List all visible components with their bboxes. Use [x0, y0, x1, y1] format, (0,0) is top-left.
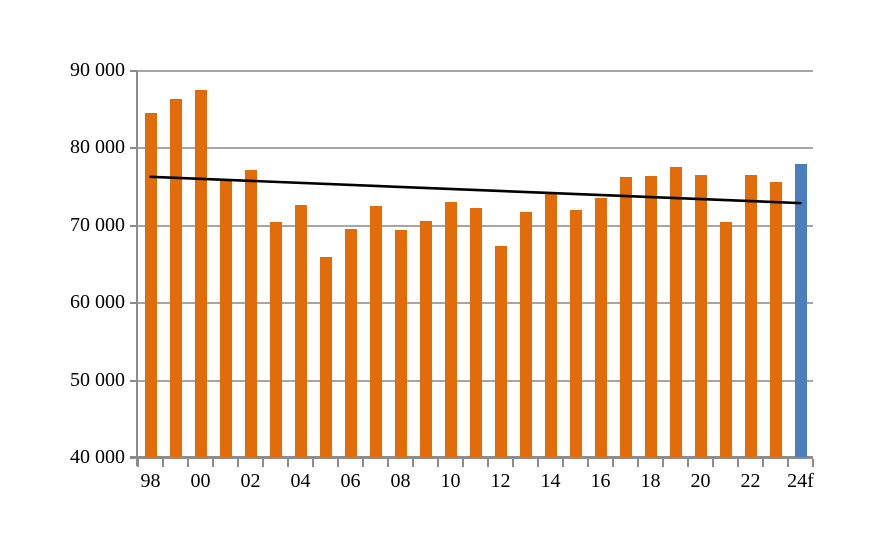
- bar: [419, 220, 432, 457]
- x-axis-tick: [462, 459, 464, 467]
- x-axis-tick-label: 24f: [787, 470, 814, 492]
- x-axis-tick-label: 10: [440, 470, 461, 492]
- bar: [494, 245, 507, 457]
- bar: [744, 174, 757, 457]
- y-axis-tick: [130, 457, 138, 459]
- x-axis-tick: [637, 459, 639, 467]
- trend-line: [149, 175, 802, 205]
- bar: [394, 230, 407, 457]
- bar: [369, 206, 382, 457]
- x-axis-tick: [537, 459, 539, 467]
- bar: [344, 229, 357, 457]
- bar: [169, 98, 182, 457]
- x-axis-tick: [387, 459, 389, 467]
- y-axis-tick: [130, 302, 138, 305]
- bar: [719, 222, 732, 457]
- y-axis-tick: [130, 147, 138, 150]
- x-axis-tick: [137, 459, 139, 467]
- x-axis-tick: [337, 459, 339, 467]
- bar: [544, 193, 557, 457]
- bar: [669, 166, 682, 457]
- bar: [519, 212, 532, 457]
- y-axis-tick: [130, 379, 138, 382]
- x-axis-tick-label: 18: [640, 470, 661, 492]
- x-axis-tick: [787, 459, 789, 467]
- x-axis-tick: [512, 459, 514, 467]
- y-axis-tick-label: 90 000: [70, 59, 125, 81]
- y-axis-line: [136, 70, 138, 466]
- y-axis-tick-label: 80 000: [70, 136, 125, 159]
- y-axis-tick-label: 70 000: [70, 213, 125, 236]
- x-axis-tick-label: 98: [140, 470, 161, 492]
- bar-forecast: [794, 163, 807, 457]
- y-axis-tick-label: 60 000: [70, 291, 125, 314]
- x-axis-tick-label: 16: [590, 470, 611, 492]
- bar: [219, 179, 232, 457]
- x-axis-tick-label: 20: [690, 470, 711, 492]
- x-axis-tick: [812, 459, 814, 467]
- x-axis-tick-label: 12: [490, 470, 511, 492]
- x-axis-tick-label: 02: [240, 470, 261, 492]
- bar: [294, 204, 307, 457]
- x-axis-tick: [162, 459, 164, 467]
- x-axis-tick: [187, 459, 189, 467]
- y-axis-tick: [130, 70, 138, 72]
- x-axis-tick: [212, 459, 214, 467]
- x-axis-tick: [662, 459, 664, 467]
- x-axis-tick: [412, 459, 414, 467]
- bar: [594, 198, 607, 457]
- x-axis-tick: [362, 459, 364, 467]
- y-axis-tick-label: 40 000: [70, 446, 125, 468]
- bar: [644, 176, 657, 457]
- bar: [569, 210, 582, 457]
- bar: [619, 176, 632, 457]
- bar: [444, 201, 457, 457]
- bar: [144, 113, 157, 457]
- x-axis-line: [130, 456, 813, 459]
- x-axis-tick: [687, 459, 689, 467]
- plot-area: [138, 70, 813, 457]
- gridline: [138, 147, 813, 150]
- x-axis-tick: [587, 459, 589, 467]
- x-axis-tick: [712, 459, 714, 467]
- bar: [269, 221, 282, 457]
- x-axis-tick: [237, 459, 239, 467]
- bar: [769, 182, 782, 457]
- x-axis-tick: [287, 459, 289, 467]
- x-axis-tick: [312, 459, 314, 467]
- x-axis-tick: [612, 459, 614, 467]
- x-axis-tick-label: 14: [540, 470, 561, 492]
- x-axis-tick: [737, 459, 739, 467]
- gridline: [138, 70, 813, 72]
- bar: [194, 90, 207, 457]
- bar: [319, 257, 332, 457]
- bar: [469, 207, 482, 457]
- x-axis-tick-label: 04: [290, 470, 311, 492]
- x-axis-tick-label: 22: [740, 470, 761, 492]
- bar: [244, 169, 257, 457]
- x-axis-tick: [262, 459, 264, 467]
- bar: [694, 174, 707, 457]
- x-axis-tick-label: 08: [390, 470, 411, 492]
- x-axis-tick: [437, 459, 439, 467]
- x-axis-tick: [487, 459, 489, 467]
- y-axis-tick-label: 50 000: [70, 368, 125, 391]
- x-axis-tick-label: 06: [340, 470, 361, 492]
- y-axis-tick: [130, 224, 138, 227]
- x-axis-tick: [562, 459, 564, 467]
- x-axis-tick: [762, 459, 764, 467]
- x-axis-tick-label: 00: [190, 470, 211, 492]
